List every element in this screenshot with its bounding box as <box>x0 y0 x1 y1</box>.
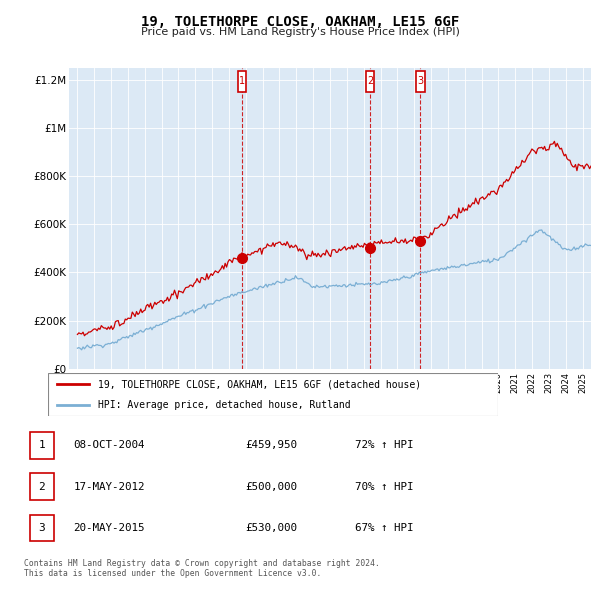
FancyBboxPatch shape <box>29 473 55 500</box>
Text: 70% ↑ HPI: 70% ↑ HPI <box>355 482 414 491</box>
Text: 1: 1 <box>38 441 46 450</box>
Text: 3: 3 <box>418 76 424 86</box>
Text: Contains HM Land Registry data © Crown copyright and database right 2024.: Contains HM Land Registry data © Crown c… <box>24 559 380 568</box>
Text: 19, TOLETHORPE CLOSE, OAKHAM, LE15 6GF: 19, TOLETHORPE CLOSE, OAKHAM, LE15 6GF <box>141 15 459 29</box>
Text: 72% ↑ HPI: 72% ↑ HPI <box>355 441 414 450</box>
Text: 08-OCT-2004: 08-OCT-2004 <box>74 441 145 450</box>
Text: Price paid vs. HM Land Registry's House Price Index (HPI): Price paid vs. HM Land Registry's House … <box>140 27 460 37</box>
Text: This data is licensed under the Open Government Licence v3.0.: This data is licensed under the Open Gov… <box>24 569 322 578</box>
Text: 1: 1 <box>239 76 245 86</box>
Text: 19, TOLETHORPE CLOSE, OAKHAM, LE15 6GF (detached house): 19, TOLETHORPE CLOSE, OAKHAM, LE15 6GF (… <box>97 379 421 389</box>
Text: 17-MAY-2012: 17-MAY-2012 <box>74 482 145 491</box>
FancyBboxPatch shape <box>29 432 55 459</box>
Text: 2: 2 <box>367 76 373 86</box>
Text: 20-MAY-2015: 20-MAY-2015 <box>74 523 145 533</box>
FancyBboxPatch shape <box>238 71 246 92</box>
FancyBboxPatch shape <box>29 514 55 542</box>
FancyBboxPatch shape <box>48 373 498 416</box>
Text: HPI: Average price, detached house, Rutland: HPI: Average price, detached house, Rutl… <box>97 401 350 410</box>
Text: £459,950: £459,950 <box>245 441 297 450</box>
Text: 67% ↑ HPI: 67% ↑ HPI <box>355 523 414 533</box>
Text: 3: 3 <box>38 523 46 533</box>
FancyBboxPatch shape <box>416 71 425 92</box>
Text: 2: 2 <box>38 482 46 491</box>
FancyBboxPatch shape <box>365 71 374 92</box>
Text: £500,000: £500,000 <box>245 482 297 491</box>
Text: £530,000: £530,000 <box>245 523 297 533</box>
